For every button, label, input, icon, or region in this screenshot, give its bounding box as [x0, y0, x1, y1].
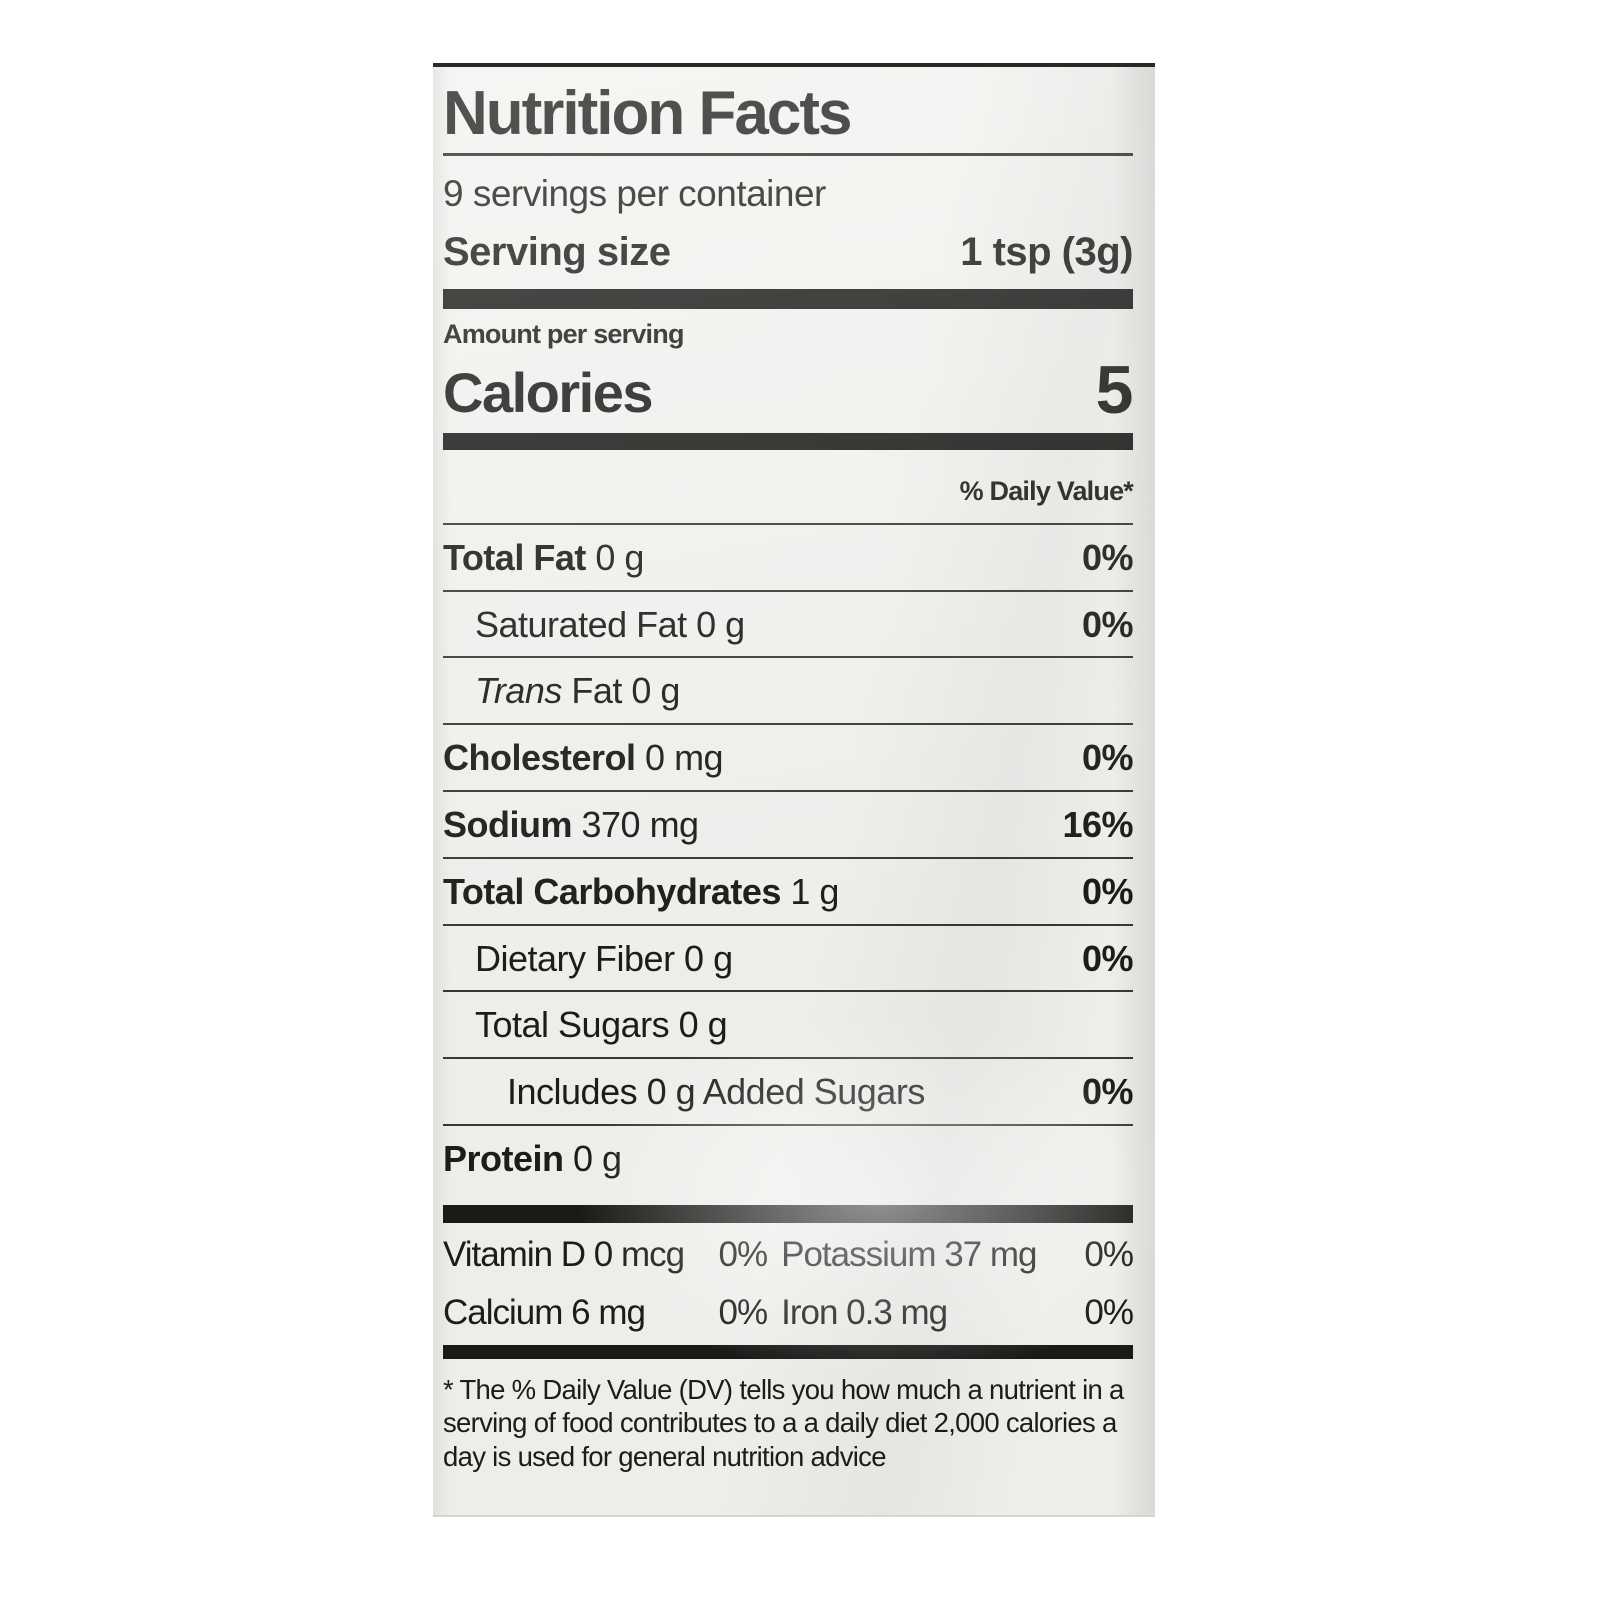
nutrient-name: Sodium 370 mg: [443, 804, 699, 846]
nutrition-facts-label: Nutrition Facts 9 servings per container…: [433, 63, 1155, 1517]
nutrient-dv: 0%: [1081, 737, 1134, 779]
nutrient-row: Total Fat 0 g 0%: [443, 525, 1134, 590]
nutrient-dv: 0%: [1081, 937, 1134, 979]
nutrient-name: Dietary Fiber 0 g: [475, 937, 733, 979]
micronutrient-dv: 0%: [718, 1234, 769, 1274]
micronutrient-cell: Potassium 37 mg 0%: [781, 1234, 1134, 1275]
nutrient-dv: 16%: [1062, 804, 1133, 846]
micronutrient-cell: Iron 0.3 mg 0%: [781, 1292, 1134, 1333]
micronutrient-dv: 0%: [1084, 1292, 1134, 1332]
nutrient-dv: 0%: [1081, 603, 1134, 645]
micronutrient-name: Iron 0.3 mg: [781, 1292, 948, 1332]
nutrient-name: Total Sugars 0 g: [475, 1004, 728, 1046]
nutrient-name: Includes 0 g Added Sugars: [507, 1071, 925, 1113]
micronutrient-dv: 0%: [718, 1292, 769, 1332]
label-title: Nutrition Facts: [443, 79, 852, 148]
micronutrient-dv: 0%: [1084, 1234, 1134, 1274]
serving-size-label: Serving size: [443, 229, 671, 274]
nutrient-row: Total Carbohydrates 1 g 0%: [443, 856, 1134, 924]
nutrient-row: Trans Fat 0 g: [443, 656, 1133, 723]
thick-divider-calories: [443, 432, 1133, 450]
nutrient-row: Cholesterol 0 mg 0%: [443, 723, 1134, 790]
micronutrient-cell: Vitamin D 0 mcg 0%: [443, 1235, 781, 1275]
thick-divider-serving: [443, 288, 1133, 309]
nutrient-row: Dietary Fiber 0 g 0%: [443, 923, 1134, 991]
micronutrient-grid: Vitamin D 0 mcg 0% Potassium 37 mg 0% Calciu…: [443, 1223, 1134, 1339]
nutrient-row: Total Sugars 0 g: [443, 990, 1133, 1057]
micronutrient-cell: Calcium 6 mg 0%: [443, 1293, 781, 1333]
micronutrient-name: Calcium 6 mg: [443, 1292, 646, 1332]
divider-under-title: [443, 153, 1133, 156]
nutrient-name: Saturated Fat 0 g: [475, 603, 745, 645]
micronutrient-name: Vitamin D 0 mcg: [443, 1234, 685, 1274]
thick-divider-micros-top: [443, 1204, 1133, 1223]
nutrient-row: Includes 0 g Added Sugars 0%: [443, 1057, 1134, 1124]
nutrient-name: Cholesterol 0 mg: [443, 737, 724, 779]
serving-size-value: 1 tsp (3g): [960, 229, 1133, 274]
nutrient-name: Total Fat 0 g: [443, 536, 644, 578]
nutrient-name: Protein 0 g: [443, 1138, 622, 1180]
footnote-text: * The % Daily Value (DV) tells you how m…: [443, 1373, 1124, 1472]
nutrient-name: Total Carbohydrates 1 g: [443, 870, 839, 912]
nutrient-dv: 0%: [1081, 1071, 1134, 1113]
serving-size-row: Serving size 1 tsp (3g): [443, 231, 1133, 273]
nutrient-row: Protein 0 g: [443, 1124, 1133, 1191]
calories-value: 5: [1095, 351, 1134, 428]
thick-divider-micros-bottom: [443, 1344, 1133, 1359]
calories-row: Calories 5: [443, 351, 1134, 428]
nutrient-rows: Total Fat 0 g 0% Saturated Fat 0 g 0% Trans …: [443, 525, 1134, 1191]
amount-per-serving-label: Amount per serving: [443, 318, 684, 349]
servings-per-container: 9 servings per container: [443, 173, 826, 214]
nutrient-dv: 0%: [1081, 536, 1134, 578]
nutrient-row: Sodium 370 mg 16%: [443, 790, 1134, 857]
nutrient-row: Saturated Fat 0 g 0%: [443, 589, 1134, 657]
calories-label: Calories: [443, 360, 654, 424]
micronutrient-name: Potassium 37 mg: [781, 1234, 1037, 1274]
nutrient-name: Trans Fat 0 g: [475, 670, 680, 712]
daily-value-header: % Daily Value*: [959, 475, 1134, 506]
nutrient-dv: 0%: [1081, 870, 1134, 912]
divider-above-nutrients: [443, 522, 1133, 525]
